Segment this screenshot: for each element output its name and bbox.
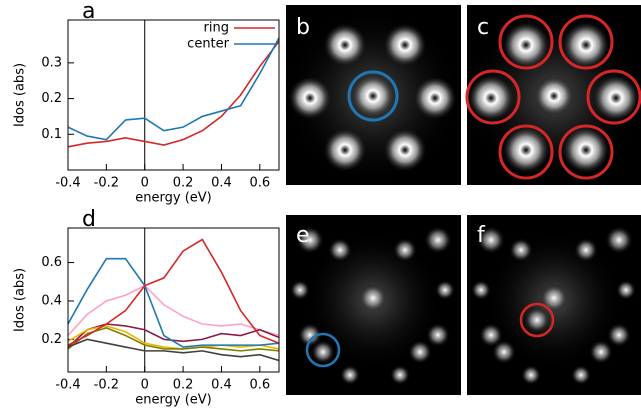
panel-label: e — [296, 223, 310, 248]
plot-frame — [67, 19, 280, 171]
x-tick-label: 0.4 — [211, 378, 232, 393]
y-tick-label: 0.4 — [41, 293, 62, 308]
y-axis-label: Idos (abs) — [13, 268, 28, 332]
legend-label: center — [187, 37, 229, 52]
x-tick-label: 0 — [141, 176, 149, 191]
x-tick-label: 0.6 — [249, 378, 270, 393]
x-tick-label: 0.6 — [249, 176, 270, 191]
line-series — [67, 238, 280, 346]
line-series — [67, 284, 280, 337]
line-series — [67, 37, 280, 141]
panel-label: c — [477, 15, 489, 40]
line-series — [67, 257, 280, 348]
x-tick-label: 0.2 — [173, 176, 194, 191]
x-tick-label: 0.2 — [173, 378, 194, 393]
plot-frame — [67, 227, 280, 373]
panel-b: b — [283, 5, 463, 186]
x-axis-label: energy (eV) — [135, 393, 211, 408]
line-series — [67, 338, 280, 362]
x-tick-label: 0 — [141, 378, 149, 393]
panel-e: e — [286, 215, 461, 395]
line-series — [67, 323, 280, 348]
panel-c: c — [464, 5, 641, 186]
legend-label: ring — [204, 21, 229, 36]
y-tick-label: 0.2 — [41, 332, 62, 347]
panel-title: d — [82, 207, 96, 232]
y-tick-label: 0.1 — [41, 127, 62, 142]
x-tick-label: -0.2 — [94, 176, 119, 191]
line-series — [67, 326, 280, 352]
x-tick-label: -0.4 — [55, 378, 80, 393]
x-tick-label: -0.4 — [55, 176, 80, 191]
panel-label: b — [296, 15, 310, 40]
y-axis-label: Idos (abs) — [13, 63, 28, 127]
panel-f: f — [467, 215, 641, 395]
y-tick-label: 0.3 — [41, 55, 62, 70]
line-series — [67, 40, 280, 148]
x-axis-label: energy (eV) — [135, 191, 211, 206]
panel-title: a — [82, 0, 95, 24]
y-tick-label: 0.6 — [41, 255, 62, 270]
x-tick-label: -0.2 — [94, 378, 119, 393]
x-tick-label: 0.4 — [211, 176, 232, 191]
panel-label: f — [477, 223, 486, 248]
y-tick-label: 0.2 — [41, 91, 62, 106]
